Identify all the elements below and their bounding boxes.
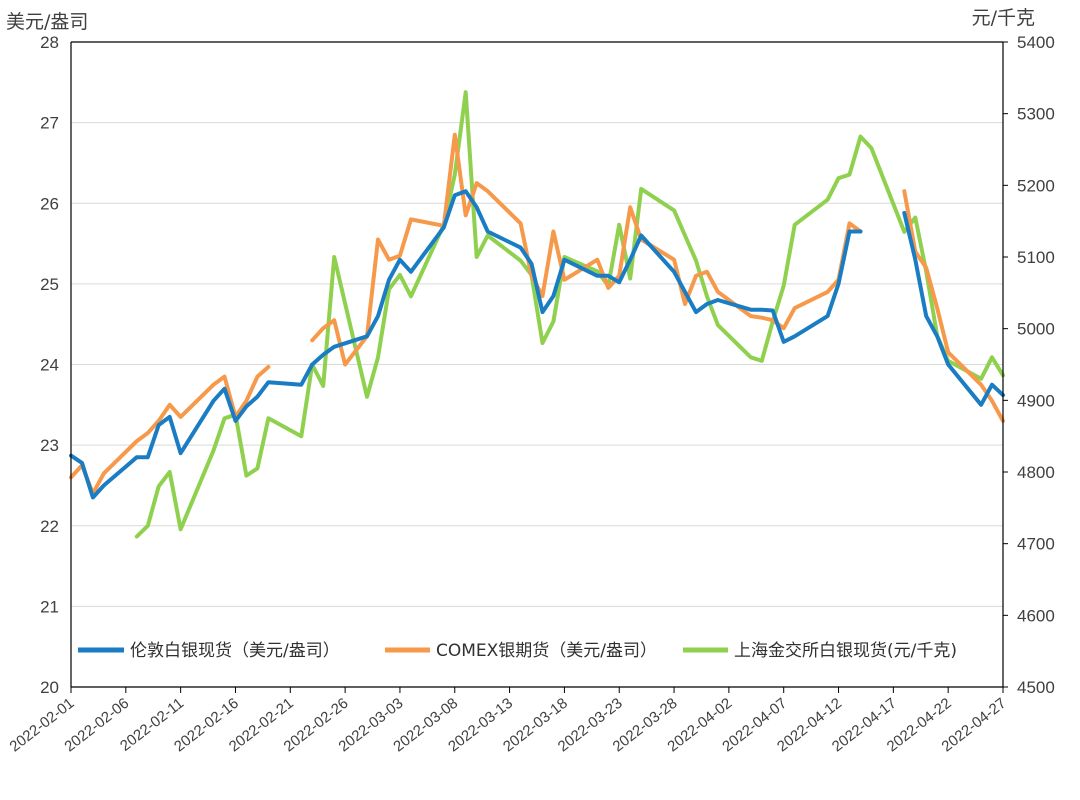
series-line-0-segment-0 [69,189,863,500]
left-y-tick-label: 25 [40,275,59,294]
right-y-tick-label: 5000 [1017,320,1055,339]
right-y-tick-label: 5100 [1017,248,1055,267]
right-y-tick-label: 4500 [1017,678,1055,697]
series-line-1-segment-0 [69,364,271,496]
right-y-tick-label: 4900 [1017,391,1055,410]
left-y-tick-label: 27 [40,114,59,133]
series-line-0-segment-1 [902,210,1005,407]
left-y-tick-label: 23 [40,436,59,455]
left-y-tick-label: 20 [40,678,59,697]
left-y-tick-label: 21 [40,597,59,616]
left-y-tick-label: 28 [40,33,59,52]
right-y-tick-label: 4800 [1017,463,1055,482]
legend-label-shanghai: 上海金交所白银现货(元/千克) [734,641,957,661]
left-y-tick-label: 24 [40,356,59,375]
series-line-1-segment-2 [902,189,1005,423]
left-y-tick-labels: 20 21 22 23 24 25 26 27 28 [40,33,59,697]
legend-label-comex: COMEX银期货（美元/盎司） [436,641,657,661]
right-y-tick-label: 4700 [1017,535,1055,554]
series-line-2-segment-0 [134,90,1005,539]
x-tick-labels: 2022-02-012022-02-062022-02-112022-02-16… [7,687,1009,755]
legend-item-comex: COMEX银期货（美元/盎司） [385,641,657,661]
gridlines [71,122,1003,607]
right-y-tick-label: 4600 [1017,606,1055,625]
left-y-tick-label: 26 [40,194,59,213]
right-y-tick-label: 5400 [1017,33,1055,52]
left-y-tick-label: 22 [40,517,59,536]
axes [70,41,1004,688]
left-axis-unit: 美元/盎司 [6,11,88,33]
legend: 伦敦白银现货（美元/盎司） COMEX银期货（美元/盎司） 上海金交所白银现货(… [78,641,957,661]
right-y-tick-label: 5200 [1017,176,1055,195]
right-y-tick-labels: 4500 4600 4700 4800 4900 5000 5100 5200 5300 5400 [1003,33,1055,697]
series-lines [69,90,1005,539]
right-y-tick-label: 5300 [1017,105,1055,124]
legend-item-shanghai: 上海金交所白银现货(元/千克) [683,641,957,661]
legend-label-london: 伦敦白银现货（美元/盎司） [130,641,340,661]
legend-item-london: 伦敦白银现货（美元/盎司） [78,641,340,661]
right-axis-unit: 元/千克 [972,7,1035,29]
